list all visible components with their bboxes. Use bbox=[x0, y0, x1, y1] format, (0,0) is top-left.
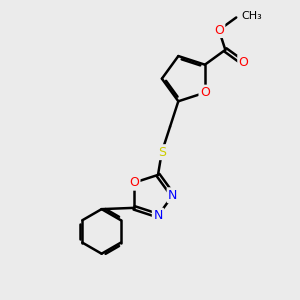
Text: S: S bbox=[158, 146, 166, 159]
Text: O: O bbox=[214, 24, 224, 37]
Text: N: N bbox=[168, 189, 178, 202]
Text: CH₃: CH₃ bbox=[242, 11, 262, 21]
Text: O: O bbox=[129, 176, 139, 189]
Text: O: O bbox=[200, 86, 210, 99]
Text: N: N bbox=[153, 209, 163, 222]
Text: O: O bbox=[239, 56, 249, 69]
